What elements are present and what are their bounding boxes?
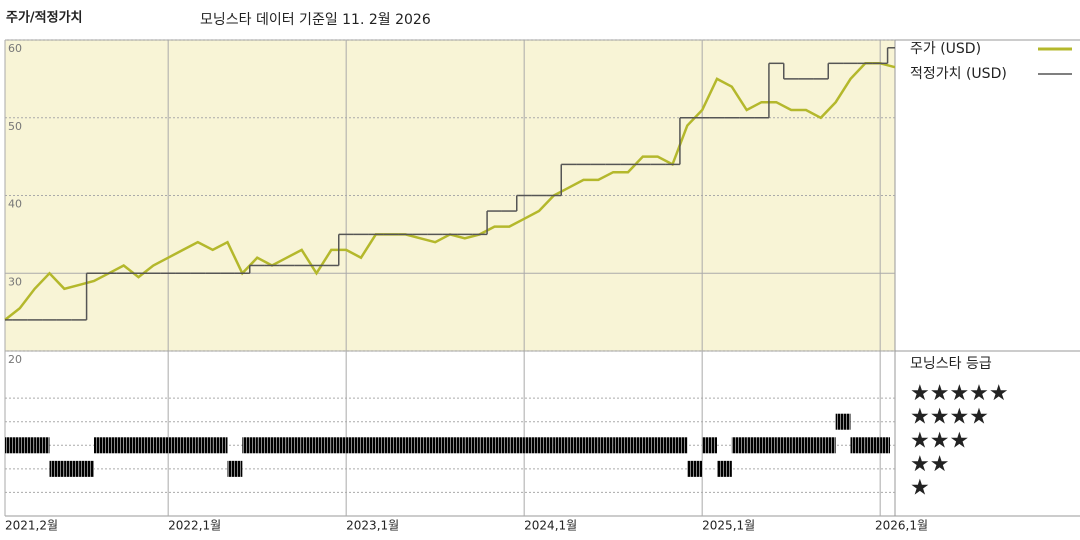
x-tick-label: 2021,2월	[5, 519, 58, 533]
rating-bar	[435, 437, 450, 454]
rating-bar	[316, 437, 332, 454]
rating-bar	[375, 437, 391, 454]
rating-bar	[850, 437, 866, 454]
rating-bar	[509, 437, 525, 454]
rating-bar	[212, 437, 228, 454]
rating-bar	[301, 437, 317, 454]
rating-bar	[94, 437, 109, 454]
rating-bar	[331, 437, 347, 454]
y-tick-label: 60	[8, 42, 22, 55]
rating-bar	[19, 437, 35, 454]
rating-bar	[272, 437, 287, 454]
rating-bar	[583, 437, 599, 454]
rating-bar	[717, 460, 732, 477]
rating-bar	[64, 460, 80, 477]
rating-bar	[702, 437, 717, 454]
rating-label: ★★★★	[910, 405, 989, 430]
legend-label: 주가 (USD)	[910, 41, 981, 57]
x-tick-label: 2023,1월	[346, 519, 399, 533]
rating-bar	[405, 437, 421, 454]
rating-bar	[49, 460, 65, 477]
rating-bar	[183, 437, 198, 454]
rating-bar	[108, 437, 124, 454]
rating-bar	[553, 437, 569, 454]
rating-bar	[34, 437, 50, 454]
rating-bar	[138, 437, 154, 454]
rating-bar	[806, 437, 821, 454]
x-tick-label: 2025,1월	[702, 519, 755, 533]
subtitle: 모닝스타 데이터 기준일 11. 2월 2026	[200, 12, 431, 28]
rating-bar	[687, 460, 703, 477]
rating-bar	[835, 413, 851, 430]
rating-bar	[464, 437, 480, 454]
rating-label: ★★★	[910, 428, 969, 453]
rating-bar	[242, 437, 258, 454]
rating-bar	[568, 437, 584, 454]
rating-bar	[197, 437, 213, 454]
rating-bar	[642, 437, 658, 454]
rating-bar	[168, 437, 183, 454]
rating-bar	[361, 437, 376, 454]
rating-title: 모닝스타 등급	[910, 356, 992, 372]
rating-bar	[657, 437, 673, 454]
rating-bar	[628, 437, 643, 454]
x-tick-label: 2026,1월	[875, 519, 928, 533]
rating-bar	[672, 437, 688, 454]
rating-label: ★★★★★	[910, 381, 1009, 406]
y-tick-label: 20	[8, 353, 22, 366]
rating-bar	[227, 460, 243, 477]
rating-bar	[346, 437, 361, 454]
rating-bar	[153, 437, 169, 454]
rating-bar	[390, 437, 406, 454]
rating-bar	[524, 437, 539, 454]
rating-bar	[880, 437, 890, 454]
x-tick-label: 2024,1월	[524, 519, 577, 533]
rating-bar	[286, 437, 302, 454]
rating-bar	[598, 437, 614, 454]
rating-bar	[257, 437, 272, 454]
y-tick-label: 50	[8, 120, 22, 133]
rating-bar	[479, 437, 495, 454]
rating-label: ★★	[910, 452, 949, 477]
rating-bar	[613, 437, 628, 454]
rating-bar	[123, 437, 139, 454]
rating-bar	[5, 437, 20, 454]
y-tick-label: 30	[8, 275, 22, 288]
y-tick-label: 40	[8, 198, 22, 211]
rating-bar	[731, 437, 747, 454]
x-tick-label: 2022,1월	[168, 519, 221, 533]
rating-bar	[79, 460, 94, 477]
rating-bar	[791, 437, 806, 454]
title: 주가/적정가치	[6, 10, 83, 26]
rating-label: ★	[910, 475, 930, 500]
rating-bar	[420, 437, 436, 454]
rating-bar	[820, 437, 836, 454]
rating-bar	[494, 437, 510, 454]
rating-bar	[776, 437, 792, 454]
rating-bar	[450, 437, 465, 454]
rating-bar	[539, 437, 554, 454]
rating-bar	[746, 437, 762, 454]
rating-bar	[865, 437, 881, 454]
rating-bar	[761, 437, 777, 454]
legend-label: 적정가치 (USD)	[910, 66, 1007, 82]
